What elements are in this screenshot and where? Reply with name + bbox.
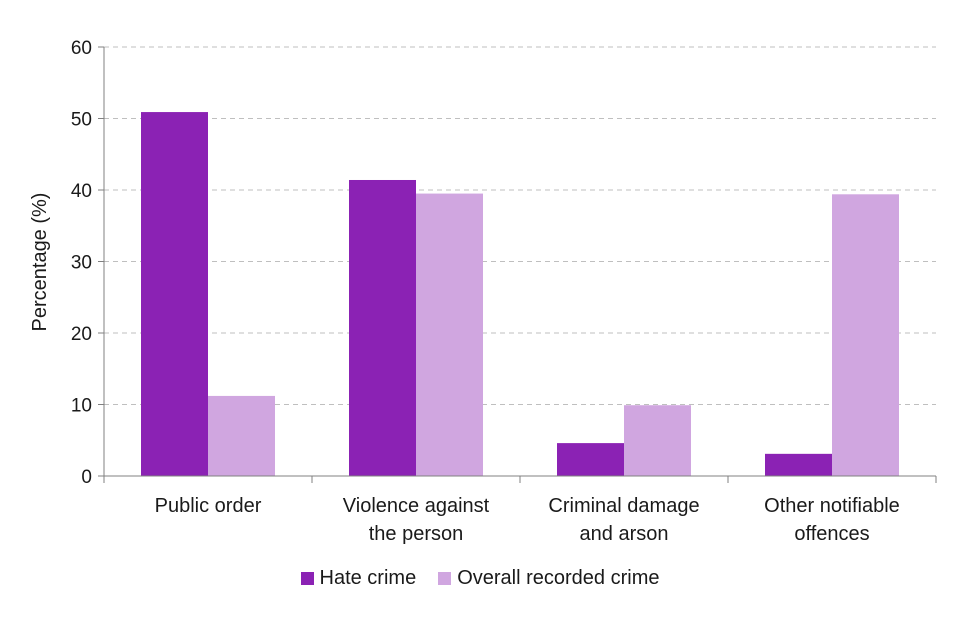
y-axis-title: Percentage (%) [29,193,51,332]
legend-item-overall-recorded-crime: Overall recorded crime [438,567,660,590]
legend-swatch-hate-crime [300,572,314,585]
x-category-label: Other notifiable offences [764,495,900,545]
x-category-label: Criminal damage and arson [548,495,699,545]
y-tick-label: 20 [71,324,92,345]
legend: Hate crime Overall recorded crime [0,567,960,590]
bar-overall-recorded-crime-0 [208,395,275,476]
x-category-label-line: Violence against [343,495,490,517]
bar-hate-crime-1 [349,179,416,477]
x-category-label-line: and arson [580,523,669,545]
x-category-label: Public order [155,495,262,517]
bar-overall-recorded-crime-2 [624,405,691,476]
y-tick-label: 30 [71,253,92,274]
x-category-label-line: Other notifiable [764,495,900,517]
bar-hate-crime-2 [557,443,624,476]
legend-label-hate-crime: Hate crime [319,567,417,589]
y-tick-label: 60 [71,38,92,59]
x-category-label: Violence against the person [343,495,490,545]
y-tick-label: 10 [71,396,92,417]
x-category-label-line: offences [794,523,869,545]
bar-overall-recorded-crime-1 [416,193,483,476]
legend-swatch-overall-recorded-crime [438,572,452,585]
y-tick-label: 40 [71,181,92,202]
x-category-label-line: Criminal damage [548,495,699,517]
y-tick-label: 50 [71,110,92,131]
x-category-label-line: Public order [155,495,262,517]
bar-chart: Percentage (%) 0 10 20 30 40 50 60 Public order… [29,38,937,545]
y-tick-label: 0 [81,467,92,488]
legend-label-overall-recorded-crime: Overall recorded crime [457,567,660,589]
x-category-label-line: the person [369,523,464,545]
bar-overall-recorded-crime-3 [832,194,899,477]
bar-hate-crime-0 [141,112,208,476]
bar-hate-crime-3 [765,453,832,476]
legend-item-hate-crime: Hate crime [300,567,417,590]
